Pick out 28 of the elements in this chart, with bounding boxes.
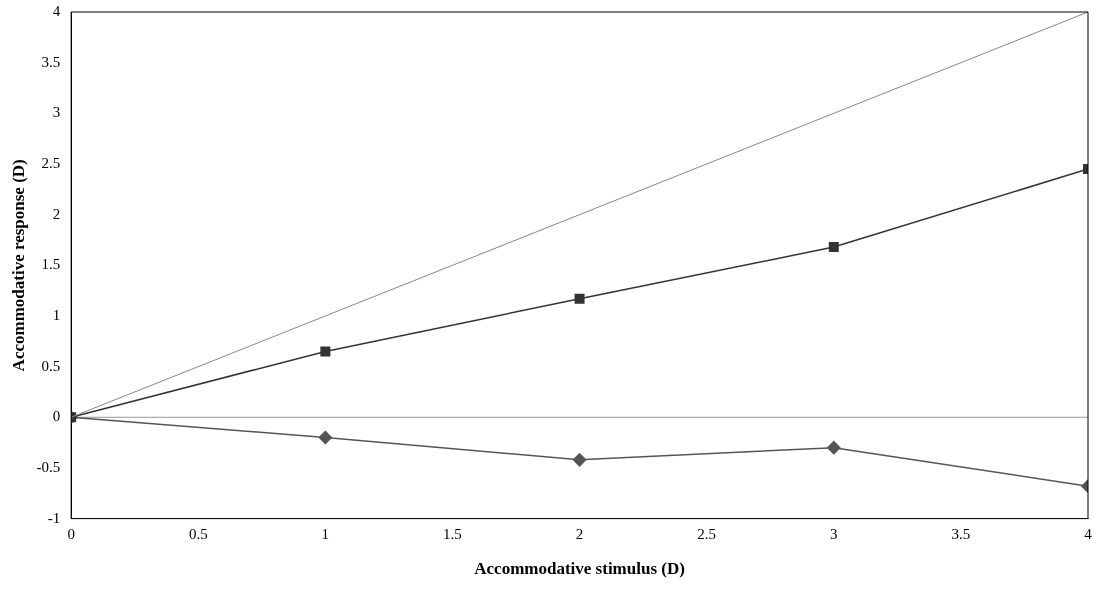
x-tick-label: 0	[67, 525, 75, 542]
y-tick-label: -1	[47, 509, 61, 526]
y-tick-label: 0.5	[41, 357, 61, 374]
x-tick-label: 3.5	[951, 525, 971, 542]
y-tick-label: 1.5	[41, 256, 61, 273]
y-axis-title: Accommodative response (D)	[8, 159, 28, 372]
x-tick-label: 0.5	[188, 525, 208, 542]
point	[574, 293, 585, 304]
point	[828, 242, 839, 253]
y-tick-label: -0.5	[36, 458, 61, 475]
y-tick-label: 4	[52, 2, 61, 19]
x-tick-label: 3	[830, 525, 838, 542]
x-axis-title: Accommodative stimulus (D)	[474, 559, 685, 579]
y-tick-label: 3	[52, 104, 61, 121]
x-tick-label: 4	[1084, 525, 1093, 542]
y-tick-label: 0	[52, 408, 61, 425]
y-tick-label: 2.5	[41, 154, 61, 171]
point	[318, 430, 333, 445]
x-tick-label: 2	[575, 525, 584, 542]
y-tick-label: 1	[52, 306, 61, 323]
x-tick-label: 2.5	[697, 525, 717, 542]
x-tick-label: 1	[321, 525, 330, 542]
point	[572, 453, 587, 467]
y-tick-label: 3.5	[41, 53, 61, 70]
point	[320, 346, 331, 357]
x-tick-label: 1.5	[443, 525, 462, 542]
y-tick-label: 2	[52, 205, 61, 222]
point	[827, 440, 841, 455]
